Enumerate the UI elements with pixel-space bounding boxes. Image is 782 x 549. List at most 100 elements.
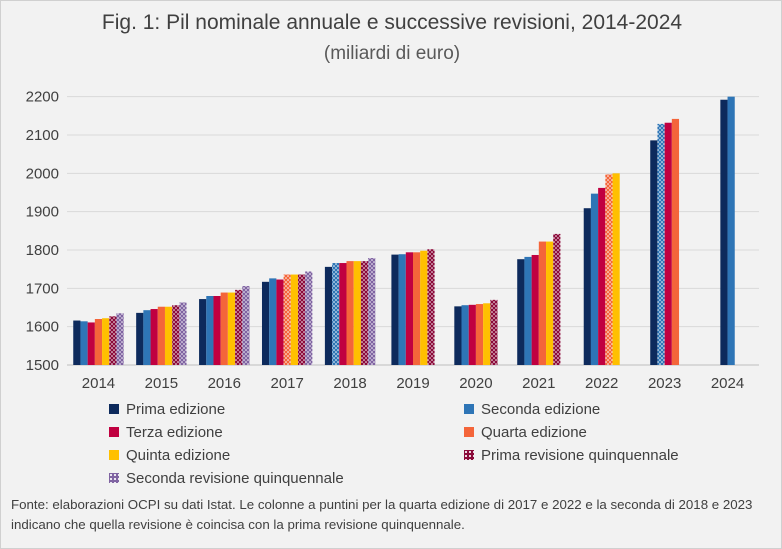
legend-swatch	[109, 404, 119, 414]
legend-swatch	[109, 427, 119, 437]
x-tick-label: 2022	[585, 375, 618, 392]
bar	[172, 305, 180, 365]
legend-item: Terza edizione	[109, 422, 223, 442]
legend-item: Prima revisione quinquennale	[464, 445, 679, 465]
bar	[213, 296, 221, 365]
bar	[720, 99, 728, 365]
bar	[490, 299, 498, 365]
x-tick-label: 2014	[82, 375, 115, 392]
bar	[164, 306, 173, 365]
x-tick-label: 2016	[208, 375, 241, 392]
bar	[524, 256, 532, 365]
bar	[657, 123, 665, 365]
bar	[220, 292, 228, 365]
bar-chart: 1500 1600 1700 1800 1900 2000 2100 2200 2014 201…	[26, 89, 759, 392]
x-tick-label: 2021	[522, 375, 555, 392]
y-tick-label: 1900	[26, 204, 59, 221]
bar	[80, 321, 88, 365]
bar	[227, 292, 236, 365]
y-tick-label: 1700	[26, 280, 59, 297]
bar	[283, 274, 291, 365]
bar	[664, 122, 672, 365]
y-tick-label: 2000	[26, 165, 59, 182]
x-tick-label: 2023	[648, 375, 681, 392]
bar	[531, 254, 539, 365]
y-tick-label: 1500	[26, 357, 59, 374]
bar	[87, 322, 95, 365]
bar	[324, 266, 333, 365]
bar	[454, 306, 462, 365]
x-tick-label: 2020	[459, 375, 492, 392]
legend-swatch	[464, 427, 474, 437]
legend-label: Prima edizione	[126, 400, 226, 418]
bar	[650, 140, 658, 365]
y-tick-label: 2100	[26, 127, 59, 144]
chart-title: Fig. 1: Pil nominale annuale e successiv…	[101, 11, 683, 34]
bar	[290, 274, 298, 365]
bar	[598, 187, 606, 365]
legend-label: Prima revisione quinquennale	[481, 446, 679, 464]
bar	[391, 254, 399, 365]
bar	[116, 313, 124, 365]
x-tick-label: 2017	[270, 375, 303, 392]
y-tick-labels: 1500 1600 1700 1800 1900 2000 2100 2200	[26, 89, 59, 374]
legend-label: Seconda edizione	[481, 400, 601, 418]
bar	[538, 241, 547, 365]
bar	[420, 250, 428, 365]
bar	[360, 261, 369, 365]
bar	[553, 233, 561, 365]
bar	[605, 174, 613, 365]
bar	[297, 274, 306, 365]
legend-swatch	[464, 404, 474, 414]
bar	[143, 310, 151, 365]
bar	[102, 318, 110, 365]
bar	[109, 316, 117, 365]
bar	[235, 289, 243, 365]
bar	[590, 193, 599, 365]
bar	[136, 312, 144, 365]
bar	[671, 118, 680, 366]
bar	[276, 279, 284, 365]
bar	[332, 263, 340, 365]
y-tick-label: 1800	[26, 242, 59, 259]
bar	[150, 309, 158, 365]
bar	[583, 208, 591, 365]
bar	[305, 271, 313, 365]
bars	[73, 96, 735, 366]
x-tick-labels: 2014 2015 2016 2017 2018 2019 2020 2021 2022 2023…	[82, 375, 744, 392]
bar	[368, 258, 376, 365]
y-tick-label: 2200	[26, 89, 59, 106]
bar	[727, 96, 735, 366]
x-tick-label: 2015	[145, 375, 178, 392]
legend-label: Quarta edizione	[481, 423, 587, 441]
bar	[483, 303, 491, 365]
legend-label: Seconda revisione quinquennale	[126, 469, 344, 487]
bar	[353, 261, 361, 365]
bar	[157, 306, 165, 365]
y-tick-label: 1600	[26, 319, 59, 336]
bar	[517, 259, 525, 365]
legend-swatch	[464, 450, 474, 460]
bar	[73, 320, 81, 365]
bar	[546, 241, 554, 365]
legend-item: Quinta edizione	[109, 445, 230, 465]
bar	[242, 286, 250, 365]
bar	[413, 252, 421, 365]
bar	[206, 296, 214, 365]
legend-item: Seconda edizione	[464, 399, 600, 419]
bar	[339, 263, 347, 365]
legend-label: Terza edizione	[126, 423, 223, 441]
x-tick-label: 2024	[711, 375, 744, 392]
bar	[405, 252, 413, 365]
bar	[94, 319, 103, 365]
bar	[261, 281, 270, 365]
x-tick-label: 2018	[333, 375, 366, 392]
bar	[199, 299, 207, 365]
bar	[468, 304, 476, 365]
legend-item: Seconda revisione quinquennale	[109, 468, 344, 488]
chart-subtitle: (miliardi di euro)	[323, 43, 461, 64]
legend-item: Quarta edizione	[464, 422, 587, 442]
source-note: Fonte: elaborazioni OCPI su dati Istat. …	[11, 497, 753, 532]
bar	[269, 278, 277, 365]
